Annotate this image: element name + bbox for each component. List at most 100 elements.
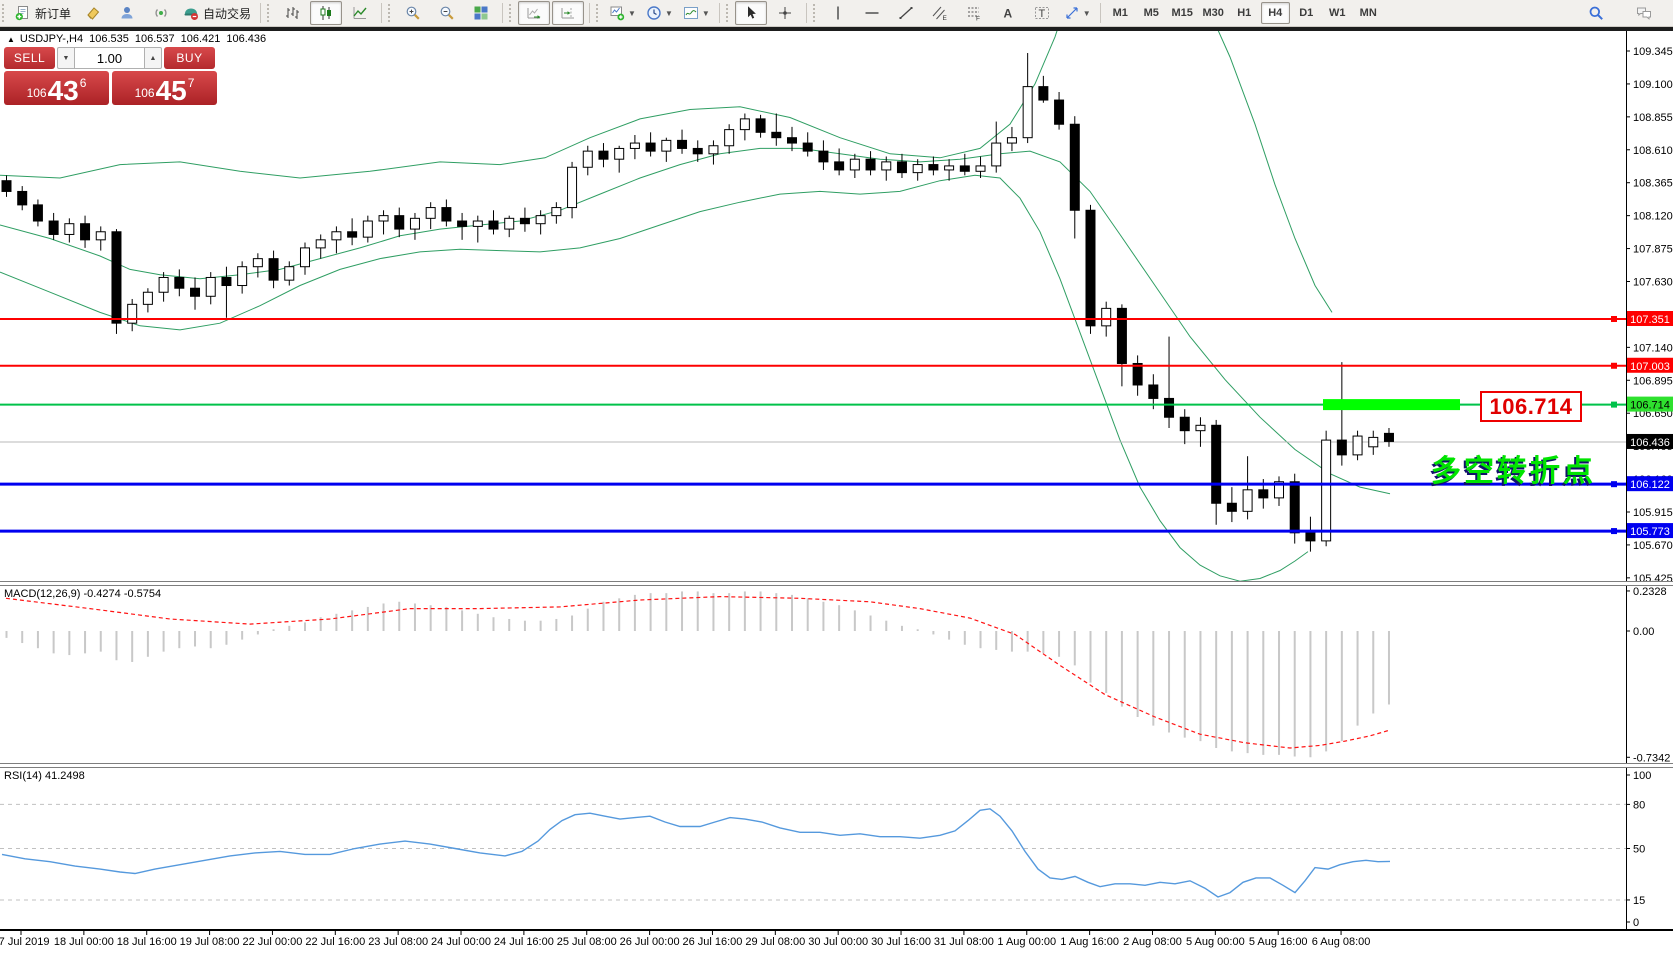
profiles-button[interactable]: ▼ bbox=[642, 1, 677, 25]
price-axis-badge-label: 106.122 bbox=[1630, 479, 1670, 491]
community-icon bbox=[121, 7, 133, 19]
rsi-line bbox=[1, 808, 1391, 898]
candle-body bbox=[1258, 489, 1269, 499]
equidistant-channel-button[interactable]: E bbox=[924, 1, 956, 25]
zoom-out-button[interactable] bbox=[431, 1, 463, 25]
price-level-tag[interactable]: 106.714 bbox=[1480, 391, 1582, 422]
candle-body bbox=[48, 220, 59, 235]
timeframe-d1-button[interactable]: D1 bbox=[1299, 7, 1314, 19]
candle-body bbox=[1022, 86, 1033, 139]
horizontal-line-button[interactable] bbox=[856, 1, 888, 25]
toolbar-grip bbox=[388, 4, 393, 22]
tile-windows-button[interactable] bbox=[465, 1, 497, 25]
collapse-panel-icon[interactable]: ▲ bbox=[7, 35, 15, 44]
buy-button[interactable]: BUY bbox=[164, 47, 215, 69]
candle-body bbox=[724, 129, 735, 147]
price-axis-badge-label: 106.436 bbox=[1630, 437, 1670, 449]
macd-tick-label: -0.7342 bbox=[1633, 752, 1670, 764]
svg-text:T: T bbox=[1038, 8, 1045, 20]
sell-price-pip: 6 bbox=[79, 76, 87, 90]
signals-button[interactable] bbox=[145, 1, 177, 25]
candle-body bbox=[362, 220, 373, 238]
price-axis-badge bbox=[1627, 476, 1673, 492]
cursor-button[interactable] bbox=[734, 1, 767, 25]
eraser-icon bbox=[87, 7, 100, 20]
candle-body bbox=[174, 276, 185, 289]
candle-body bbox=[1164, 397, 1175, 418]
candlestick-icon bbox=[320, 6, 332, 20]
text-button[interactable]: A bbox=[992, 1, 1024, 25]
time-tick-label: 6 Aug 08:00 bbox=[1312, 936, 1371, 948]
chevron-down-icon: ▼ bbox=[628, 8, 636, 18]
timeframe-m30-button[interactable]: M30 bbox=[1202, 7, 1224, 19]
macd-pane-separator[interactable] bbox=[0, 581, 1673, 586]
candle-body bbox=[598, 150, 609, 160]
volume-increase-button[interactable]: ▲ bbox=[145, 47, 162, 69]
ohlc-open: 106.535 bbox=[89, 33, 129, 45]
ohlc-high: 106.537 bbox=[134, 33, 175, 45]
zoom-in-button[interactable] bbox=[397, 1, 429, 25]
candle-body bbox=[299, 247, 310, 268]
candle-body bbox=[582, 150, 593, 168]
fibonacci-icon: F bbox=[967, 7, 980, 21]
toolbar-grip bbox=[725, 4, 731, 22]
chart-window-top-border bbox=[0, 27, 1673, 31]
candle-body bbox=[865, 158, 876, 171]
vertical-line-button[interactable] bbox=[822, 1, 854, 25]
timeframe-h4-button[interactable]: H4 bbox=[1260, 2, 1290, 24]
line-chart-button[interactable] bbox=[344, 1, 376, 25]
time-tick-label: 26 Jul 00:00 bbox=[620, 936, 680, 948]
timeframe-m15-button[interactable]: M15 bbox=[1171, 7, 1193, 19]
price-tick-label: 107.630 bbox=[1633, 276, 1673, 288]
eraser-button[interactable] bbox=[77, 1, 109, 25]
chart-note-text[interactable]: 多空转折点 bbox=[1431, 455, 1596, 488]
buy-price-button[interactable]: 106 45 7 bbox=[112, 71, 217, 105]
trendline-button[interactable] bbox=[890, 1, 922, 25]
timeframe-m1-button[interactable]: M1 bbox=[1112, 7, 1128, 19]
candle-body bbox=[1274, 481, 1285, 499]
search-button[interactable] bbox=[1580, 1, 1612, 25]
timeframe-w1-button[interactable]: W1 bbox=[1328, 7, 1346, 19]
rsi-pane-separator[interactable] bbox=[0, 763, 1673, 768]
candle-body bbox=[834, 161, 845, 171]
toolbar-grip bbox=[596, 4, 601, 22]
time-tick-label: 26 Jul 16:00 bbox=[682, 936, 742, 948]
sell-price-button[interactable]: 106 43 6 bbox=[4, 71, 109, 105]
price-tick-label: 107.875 bbox=[1633, 244, 1673, 256]
sell-button[interactable]: SELL bbox=[4, 47, 55, 69]
arrows-button[interactable]: ▼ bbox=[1060, 1, 1095, 25]
fibonacci-button[interactable]: F bbox=[958, 1, 990, 25]
timeframe-m5-button[interactable]: M5 bbox=[1143, 7, 1159, 19]
signals-icon bbox=[155, 9, 167, 17]
chart-shift-button[interactable] bbox=[552, 1, 585, 25]
chat-button[interactable] bbox=[1628, 1, 1660, 25]
bar-chart-button[interactable] bbox=[276, 1, 308, 25]
volume-decrease-button[interactable]: ▼ bbox=[57, 47, 74, 69]
toolbar-separator bbox=[1099, 3, 1101, 23]
zoom-in-icon bbox=[406, 6, 420, 20]
auto-scroll-button[interactable] bbox=[518, 1, 551, 25]
hline-icon bbox=[865, 12, 879, 14]
timeframe-mn-button[interactable]: MN bbox=[1359, 7, 1377, 19]
symbol-period-label: USDJPY-,H4 bbox=[19, 33, 84, 45]
new-chart-button[interactable]: ▼ bbox=[605, 1, 640, 25]
crosshair-button[interactable] bbox=[769, 1, 801, 25]
new-order-button[interactable]: 新订单 bbox=[11, 1, 75, 25]
highlight-zone-bar bbox=[1323, 399, 1460, 411]
new-order-label: 新订单 bbox=[35, 6, 72, 21]
volume-input[interactable] bbox=[74, 47, 145, 69]
timeframe-h1-button[interactable]: H1 bbox=[1237, 7, 1252, 19]
candle-body bbox=[739, 118, 750, 131]
community-button[interactable] bbox=[111, 1, 143, 25]
new-chart-icon bbox=[610, 6, 625, 21]
time-tick-label: 1 Aug 16:00 bbox=[1060, 936, 1119, 948]
price-axis-badge bbox=[1627, 433, 1673, 449]
templates-button[interactable]: ▼ bbox=[679, 1, 714, 25]
autotrading-button[interactable]: 自动交易 bbox=[179, 1, 255, 25]
candlestick-chart-button[interactable] bbox=[310, 1, 343, 25]
text-label-button[interactable]: T bbox=[1026, 1, 1058, 25]
cursor-icon bbox=[747, 6, 756, 19]
ohlc-low: 106.421 bbox=[180, 33, 221, 45]
